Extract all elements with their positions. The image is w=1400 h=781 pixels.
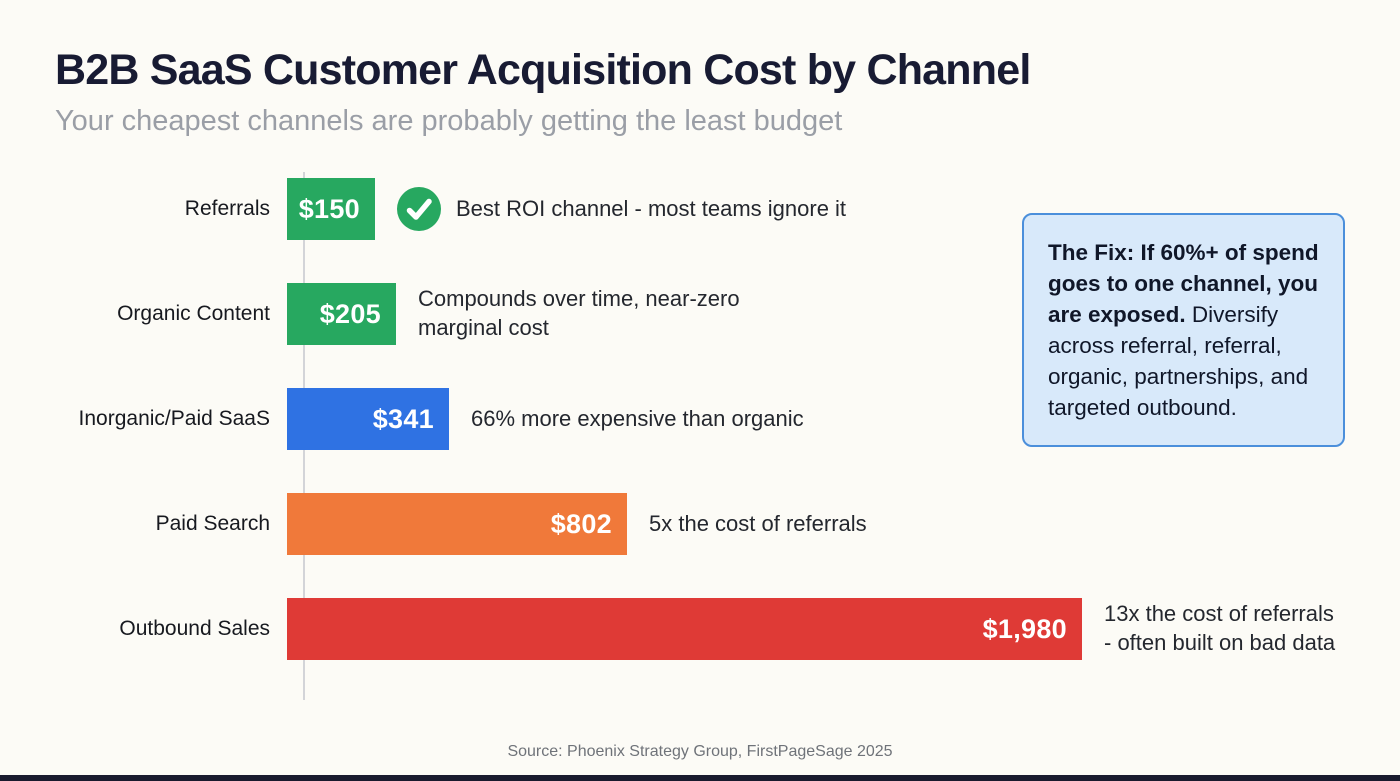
bar: $205 [287, 283, 396, 345]
bar-value-label: $150 [298, 193, 360, 224]
bar: $802 [287, 493, 627, 555]
bar: $150 [287, 178, 375, 240]
page-title: B2B SaaS Customer Acquisition Cost by Ch… [55, 46, 1031, 94]
bar-row: Referrals $150 Best ROI channel - most tea… [55, 178, 1400, 240]
bar-annotation: Compounds over time, near-zero marginal … [418, 285, 808, 342]
annotation-text: 13x the cost of referrals - often built … [1104, 601, 1336, 655]
bar-value-label: $802 [550, 508, 612, 539]
category-label: Organic Content [117, 302, 270, 325]
bar-row: Paid Search $802 5x the cost of referrals [55, 493, 1400, 555]
check-icon [397, 187, 441, 231]
bar-area: $802 5x the cost of referrals [287, 493, 867, 555]
callout-box: The Fix: If 60%+ of spend goes to one ch… [1022, 213, 1345, 448]
callout-body-text: Diversify across referral, referral, org… [1048, 302, 1309, 421]
bar: $1,980 [287, 598, 1082, 660]
annotation-text: Best ROI channel - most teams ignore it [456, 195, 847, 221]
annotation-text: 5x the cost of referrals [649, 510, 867, 536]
bar-value-label: $341 [372, 403, 434, 434]
bottom-accent-bar [0, 775, 1400, 781]
bar-annotation: Best ROI channel - most teams ignore it [397, 187, 846, 231]
category-label: Inorganic/Paid SaaS [78, 407, 270, 430]
bar-value-label: $205 [319, 298, 381, 329]
category-label: Referrals [184, 197, 270, 220]
bar-area: $205 Compounds over time, near-zero margi… [287, 283, 808, 345]
page-subtitle: Your cheapest channels are probably gett… [55, 105, 843, 137]
annotation-text: 66% more expensive than organic [471, 405, 804, 431]
callout-bold-text: The Fix: If 60%+ of spend goes to one ch… [1048, 240, 1319, 328]
category-label: Paid Search [155, 512, 270, 535]
category-label: Outbound Sales [119, 617, 270, 640]
bar-rows: Referrals $150 Best ROI channel - most tea… [55, 178, 1400, 660]
bar-row: Inorganic/Paid SaaS $341 66% more expensiv… [55, 388, 1400, 450]
bar-row: Organic Content $205 Compounds over time, … [55, 283, 1400, 345]
header: B2B SaaS Customer Acquisition Cost by Ch… [0, 0, 1400, 138]
bar-area: $341 66% more expensive than organic [287, 388, 804, 450]
source-attribution: Source: Phoenix Strategy Group, FirstPag… [507, 743, 893, 760]
bar-area: $1,980 13x the cost of referrals - often … [287, 598, 1344, 660]
bar-row: Outbound Sales $1,980 13x the cost of refe… [55, 598, 1400, 660]
bar-annotation: 5x the cost of referrals [649, 510, 867, 539]
bar-value-label: $1,980 [982, 613, 1067, 644]
bar-annotation: 13x the cost of referrals - often built … [1104, 600, 1344, 657]
bar: $341 [287, 388, 449, 450]
annotation-text: Compounds over time, near-zero marginal … [418, 286, 740, 340]
bar-chart: Referrals $150 Best ROI channel - most tea… [55, 172, 1400, 700]
bar-annotation: 66% more expensive than organic [471, 405, 804, 434]
bar-area: $150 Best ROI channel - most teams ignore… [287, 178, 846, 240]
